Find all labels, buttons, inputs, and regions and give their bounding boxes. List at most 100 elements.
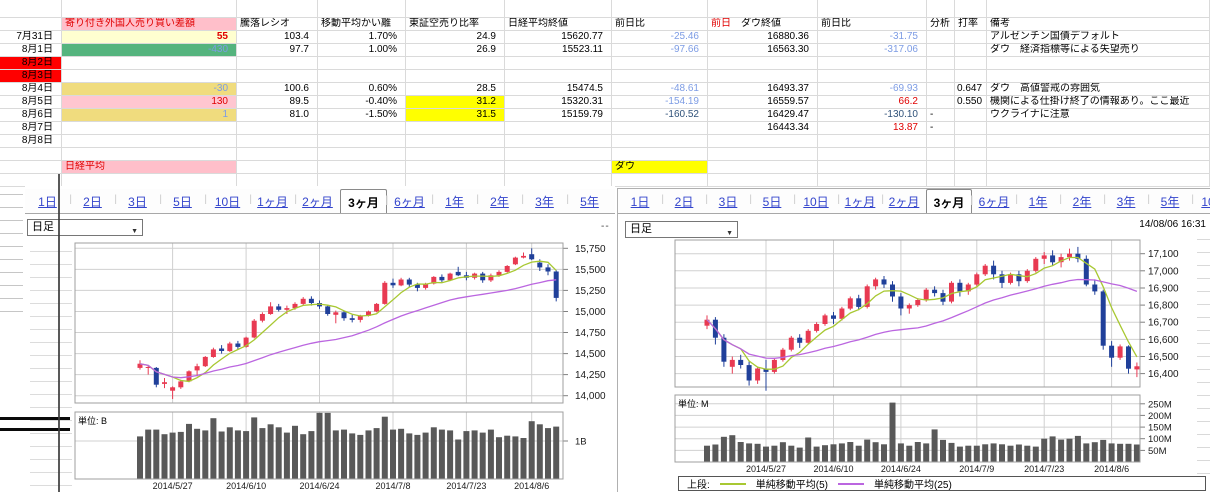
cell-daritsu[interactable] bbox=[955, 0, 987, 18]
cell-short[interactable]: 24.9 bbox=[406, 31, 505, 44]
cell-dow[interactable] bbox=[708, 70, 818, 83]
cell-foreign[interactable]: -30 bbox=[62, 83, 237, 96]
cell-nikkei[interactable]: 15320.31 bbox=[505, 96, 612, 109]
cell-ratio[interactable] bbox=[237, 57, 318, 70]
cell-kairi[interactable]: 1.00% bbox=[318, 44, 406, 57]
cell-short[interactable]: 31.5 bbox=[406, 109, 505, 122]
dow-tab-2ヶ月[interactable]: 2ヶ月 bbox=[882, 189, 928, 213]
cell-date[interactable]: 8月6日 bbox=[0, 109, 62, 122]
cell-foreign[interactable] bbox=[62, 0, 237, 18]
cell-biko[interactable] bbox=[987, 161, 1210, 174]
dow-tab-10年[interactable]: 10年 bbox=[1201, 194, 1210, 209]
nikkei-tab-6ヶ月[interactable]: 6ヶ月 bbox=[387, 189, 434, 213]
header-short[interactable]: 東証空売り比率 bbox=[406, 18, 505, 31]
cell-date[interactable]: 8月4日 bbox=[0, 83, 62, 96]
cell-short[interactable]: 31.2 bbox=[406, 96, 505, 109]
cell-biko[interactable] bbox=[987, 0, 1210, 18]
cell-short[interactable] bbox=[406, 122, 505, 135]
header-nikkei[interactable]: 日経平均終値 bbox=[505, 18, 612, 31]
nikkei-tab-2日[interactable]: 2日 bbox=[70, 189, 117, 213]
cell-nikkei[interactable] bbox=[505, 148, 612, 161]
cell-chg[interactable] bbox=[612, 70, 708, 83]
cell-bunseki[interactable] bbox=[927, 0, 955, 18]
dow-tab-1日[interactable]: 1日 bbox=[618, 189, 664, 213]
cell-foreign[interactable]: 1 bbox=[62, 109, 237, 122]
header-dow[interactable]: 前日 ダウ終値 bbox=[708, 18, 818, 31]
nikkei-interval-select[interactable]: 日足 ▼ bbox=[27, 219, 143, 236]
cell-nikkei[interactable]: 15620.77 bbox=[505, 31, 612, 44]
cell-bunseki[interactable] bbox=[927, 135, 955, 148]
header-foreign[interactable]: 寄り付き外国人売り買い差額 bbox=[62, 18, 237, 31]
nikkei-tab-10日[interactable]: 10日 bbox=[205, 189, 252, 213]
cell-foreign[interactable]: 日経平均 bbox=[62, 161, 237, 174]
cell-dow[interactable]: 16429.47 bbox=[708, 109, 818, 122]
cell-biko[interactable] bbox=[987, 57, 1210, 70]
cell-bunseki[interactable]: - bbox=[927, 122, 955, 135]
cell-foreign[interactable] bbox=[62, 57, 237, 70]
cell-chg[interactable] bbox=[612, 57, 708, 70]
cell-date[interactable]: 8月7日 bbox=[0, 122, 62, 135]
cell-nikkei[interactable] bbox=[505, 70, 612, 83]
cell-short[interactable] bbox=[406, 70, 505, 83]
cell-foreign[interactable] bbox=[62, 122, 237, 135]
dow-tab-2年[interactable]: 2年 bbox=[1060, 189, 1106, 213]
cell-date[interactable]: 8月8日 bbox=[0, 135, 62, 148]
cell-kairi[interactable] bbox=[318, 148, 406, 161]
cell-dow[interactable]: 16563.30 bbox=[708, 44, 818, 57]
cell-ratio[interactable]: 103.4 bbox=[237, 31, 318, 44]
cell-nikkei[interactable] bbox=[505, 57, 612, 70]
header-ratio[interactable]: 騰落レシオ bbox=[237, 18, 318, 31]
dow-tab-3ヶ月[interactable]: 3ヶ月 bbox=[926, 189, 973, 213]
cell-bunseki[interactable]: - bbox=[927, 109, 955, 122]
cell-daritsu[interactable] bbox=[955, 148, 987, 161]
header-chg[interactable]: 前日比 bbox=[612, 18, 708, 31]
cell-short[interactable] bbox=[406, 161, 505, 174]
cell-daritsu[interactable] bbox=[955, 44, 987, 57]
cell-dowchg[interactable] bbox=[818, 174, 927, 187]
cell-daritsu[interactable] bbox=[955, 161, 987, 174]
cell-daritsu[interactable]: 0.647 bbox=[955, 83, 987, 96]
cell-kairi[interactable]: 0.60% bbox=[318, 83, 406, 96]
cell-chg[interactable]: -154.19 bbox=[612, 96, 708, 109]
dow-tab-5日[interactable]: 5日 bbox=[750, 189, 796, 213]
header-biko[interactable]: 備考 bbox=[987, 18, 1210, 31]
cell-chg[interactable]: -48.61 bbox=[612, 83, 708, 96]
dow-tab-3日[interactable]: 3日 bbox=[706, 189, 752, 213]
cell-kairi[interactable] bbox=[318, 0, 406, 18]
cell-ratio[interactable]: 81.0 bbox=[237, 109, 318, 122]
cell-chg[interactable] bbox=[612, 135, 708, 148]
dow-tab-5年[interactable]: 5年 bbox=[1148, 189, 1194, 213]
cell-kairi[interactable] bbox=[318, 70, 406, 83]
cell-kairi[interactable] bbox=[318, 122, 406, 135]
header-bunseki[interactable]: 分析 bbox=[927, 18, 955, 31]
cell-bunseki[interactable] bbox=[927, 148, 955, 161]
cell-biko[interactable]: アルゼンチン国債デフォルト bbox=[987, 31, 1210, 44]
dow-tab-3年[interactable]: 3年 bbox=[1104, 189, 1150, 213]
cell-bunseki[interactable] bbox=[927, 57, 955, 70]
cell-dow[interactable]: 16880.36 bbox=[708, 31, 818, 44]
cell-dow[interactable] bbox=[708, 148, 818, 161]
cell-chg[interactable]: ダウ bbox=[612, 161, 708, 174]
cell-chg[interactable]: -25.46 bbox=[612, 31, 708, 44]
cell-dow[interactable]: 16443.34 bbox=[708, 122, 818, 135]
nikkei-tab-1日[interactable]: 1日 bbox=[25, 189, 72, 213]
cell-date[interactable]: 8月1日 bbox=[0, 44, 62, 57]
cell-foreign[interactable]: -430 bbox=[62, 44, 237, 57]
cell-date[interactable] bbox=[0, 148, 62, 161]
cell-biko[interactable]: ウクライナに注意 bbox=[987, 109, 1210, 122]
cell-date[interactable]: 7月31日 bbox=[0, 31, 62, 44]
cell-biko[interactable] bbox=[987, 174, 1210, 187]
cell-dow[interactable] bbox=[708, 135, 818, 148]
cell-foreign[interactable] bbox=[62, 148, 237, 161]
cell-nikkei[interactable] bbox=[505, 161, 612, 174]
cell-daritsu[interactable] bbox=[955, 135, 987, 148]
cell-daritsu[interactable] bbox=[955, 174, 987, 187]
cell-biko[interactable] bbox=[987, 148, 1210, 161]
cell-ratio[interactable] bbox=[237, 122, 318, 135]
cell-chg[interactable] bbox=[612, 122, 708, 135]
header-dowchg[interactable]: 前日比 bbox=[818, 18, 927, 31]
cell-short[interactable] bbox=[406, 148, 505, 161]
cell-dowchg[interactable] bbox=[818, 70, 927, 83]
cell-dowchg[interactable] bbox=[818, 57, 927, 70]
cell-dow[interactable] bbox=[708, 0, 818, 18]
